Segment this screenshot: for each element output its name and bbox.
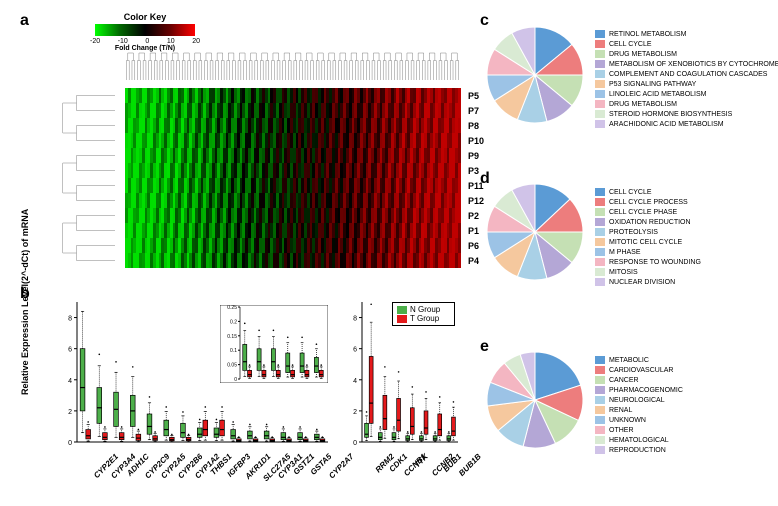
legend-item: RESPONSE TO WOUNDING (595, 258, 701, 266)
legend-item: RETINOL METABOLISM (595, 30, 778, 38)
legend-item: OXIDATION REDUCTION (595, 218, 701, 226)
svg-text:4: 4 (68, 378, 72, 385)
heatmap-row-labels: P5P7P8P10P9P3P11P12P2P1P6P4 (465, 88, 484, 268)
boxplot-panel: Relative Expression Level(2^-dCt) of mRN… (30, 290, 460, 495)
legend-item: RENAL (595, 406, 683, 414)
legend-item: OTHER (595, 426, 683, 434)
legend-item: P53 SIGNALING PATHWAY (595, 80, 778, 88)
legend-item: UNKNOWN (595, 416, 683, 424)
svg-text:0.2: 0.2 (230, 319, 237, 325)
pie-d-legend: CELL CYCLE CELL CYCLE PROCESS CELL CYCLE P… (595, 188, 701, 288)
color-key-title: Color Key (90, 12, 200, 22)
legend-item: CELL CYCLE (595, 188, 701, 196)
pie-c-legend: RETINOL METABOLISM CELL CYCLE DRUG METABOL… (595, 30, 778, 130)
legend-item: PHARMACOGENOMIC (595, 386, 683, 394)
color-key-ticks: -20-1001020 (90, 38, 200, 45)
legend-item: PROTEOLYSIS (595, 228, 701, 236)
panel-a-label: a (20, 12, 29, 30)
pie-e-legend: METABOLIC CARDIOVASCULAR CANCER PHARMACOGEN… (595, 356, 683, 456)
svg-text:0: 0 (353, 440, 357, 447)
legend-n-label: N Group (410, 305, 440, 314)
legend-item: CELL CYCLE PROCESS (595, 198, 701, 206)
legend-item: CANCER (595, 376, 683, 384)
svg-text:2: 2 (68, 409, 72, 416)
svg-text:0: 0 (68, 440, 72, 447)
svg-text:0.05: 0.05 (227, 363, 237, 369)
legend-item: DRUG METABOLISM (595, 100, 778, 108)
legend-item: NUCLEAR DIVISION (595, 278, 701, 286)
legend-item: ARACHIDONIC ACID METABOLISM (595, 120, 778, 128)
row-dendrogram (60, 88, 115, 268)
legend-item: CARDIOVASCULAR (595, 366, 683, 374)
pie-d-svg (485, 182, 585, 282)
legend-item: REPRODUCTION (595, 446, 683, 454)
svg-text:8: 8 (68, 316, 72, 323)
svg-text:0: 0 (234, 377, 237, 383)
pie-e (485, 350, 585, 455)
boxplot-ylabel: Relative Expression Level(2^-dCt) of mRN… (20, 209, 30, 395)
legend-item: HEMATOLOGICAL (595, 436, 683, 444)
svg-text:0.25: 0.25 (227, 305, 237, 311)
svg-text:4: 4 (353, 378, 357, 385)
legend-item: STEROID HORMONE BIOSYNTHESIS (595, 110, 778, 118)
svg-text:6: 6 (353, 347, 357, 354)
boxplot-legend: N Group T Group (392, 302, 455, 326)
svg-text:0.15: 0.15 (227, 334, 237, 340)
legend-item: M PHASE (595, 248, 701, 256)
legend-item: LINOLEIC ACID METABOLISM (595, 90, 778, 98)
legend-item: NEUROLOGICAL (595, 396, 683, 404)
legend-item: METABOLIC (595, 356, 683, 364)
legend-item: MITOSIS (595, 268, 701, 276)
color-key-bar (95, 24, 195, 36)
legend-item: MITOTIC CELL CYCLE (595, 238, 701, 246)
pie-e-svg (485, 350, 585, 450)
heatmap-panel: Color Key -20-1001020 Fold Change (T/N) … (30, 10, 460, 270)
pie-c-svg (485, 25, 585, 125)
legend-t-label: T Group (410, 314, 439, 323)
svg-text:0.1: 0.1 (230, 348, 237, 354)
pie-d (485, 182, 585, 287)
legend-item: COMPLEMENT AND COAGULATION CASCADES (595, 70, 778, 78)
legend-item: CELL CYCLE (595, 40, 778, 48)
heatmap-grid (125, 88, 460, 268)
svg-text:6: 6 (68, 347, 72, 354)
boxplot-inset: 0 0.05 0.1 0.15 0.2 0.25 (220, 305, 328, 383)
legend-item: DRUG METABOLISM (595, 50, 778, 58)
legend-item: CELL CYCLE PHASE (595, 208, 701, 216)
legend-item: METABOLISM OF XENOBIOTICS BY CYTOCHROME … (595, 60, 778, 68)
pie-c (485, 25, 585, 130)
color-key: Color Key -20-1001020 Fold Change (T/N) (90, 12, 200, 52)
svg-text:2: 2 (353, 409, 357, 416)
svg-text:8: 8 (353, 316, 357, 323)
column-dendrogram (125, 50, 460, 80)
